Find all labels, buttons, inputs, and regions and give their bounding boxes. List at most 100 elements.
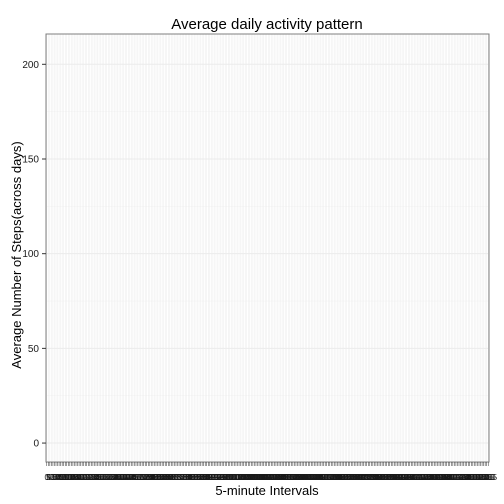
x-tick-label: 120 xyxy=(65,473,79,482)
x-tick-label: 1125 xyxy=(249,473,267,482)
x-tick-label: 645 xyxy=(165,473,179,482)
x-tick-label: 1310 xyxy=(281,473,299,482)
x-tick-label: 2335 xyxy=(473,473,491,482)
x-tick-label: 2355 xyxy=(479,473,497,482)
x-tick-label: 630 xyxy=(160,473,174,482)
x-tick-label: 325 xyxy=(103,473,117,482)
x-tick-label: 405 xyxy=(115,473,129,482)
x-tick-label: 835 xyxy=(199,473,213,482)
x-tick-label: 1720 xyxy=(358,473,376,482)
x-tick-label: 1240 xyxy=(272,473,290,482)
x-tick-label: 1305 xyxy=(279,473,297,482)
x-tick-label: 930 xyxy=(215,473,229,482)
y-tick-label: 150 xyxy=(22,154,39,165)
x-tick-label: 2200 xyxy=(444,473,462,482)
x-tick-label: 105 xyxy=(60,473,74,482)
x-tick-label: 2150 xyxy=(441,473,459,482)
x-tick-label: 425 xyxy=(122,473,136,482)
x-tick-label: 10 xyxy=(45,473,54,482)
x-tick-label: 210 xyxy=(80,473,94,482)
x-tick-label: 2250 xyxy=(459,473,477,482)
x-tick-label: 1655 xyxy=(350,473,368,482)
y-tick-label: 50 xyxy=(28,344,40,355)
x-tick-label: 625 xyxy=(159,473,173,482)
x-tick-label: 910 xyxy=(209,473,223,482)
x-tick-label: 2245 xyxy=(458,473,476,482)
x-gridlines xyxy=(46,34,489,462)
x-tick-label: 1105 xyxy=(243,473,261,482)
x-tick-label: 600 xyxy=(151,473,165,482)
x-tick-label: 1450 xyxy=(312,473,330,482)
x-tick-label: 955 xyxy=(223,473,237,482)
x-tick-label: 15 xyxy=(47,473,56,482)
x-tick-label: 435 xyxy=(125,473,139,482)
x-tick-label: 605 xyxy=(152,473,166,482)
x-tick-label: 1635 xyxy=(344,473,362,482)
x-tick-label: 1030 xyxy=(232,473,250,482)
x-tick-label: 1255 xyxy=(276,473,294,482)
x-tick-label: 935 xyxy=(217,473,231,482)
x-tick-label: 250 xyxy=(92,473,106,482)
x-tick-label: 850 xyxy=(203,473,217,482)
x-tick-label: 340 xyxy=(108,473,122,482)
x-tick-label: 820 xyxy=(194,473,208,482)
x-tick-label: 2300 xyxy=(462,473,480,482)
x-tick-label: 655 xyxy=(168,473,182,482)
chart-title: Average daily activity pattern xyxy=(171,16,363,33)
x-tick-label: 1530 xyxy=(324,473,342,482)
x-tick-label: 2025 xyxy=(415,473,433,482)
x-tick-label: 2325 xyxy=(470,473,488,482)
x-tick-label: 800 xyxy=(188,473,202,482)
x-tick-label: 535 xyxy=(143,473,157,482)
x-tick-label: 1130 xyxy=(250,473,268,482)
x-tick-label: 35 xyxy=(53,473,62,482)
x-tick-label: 2125 xyxy=(433,473,451,482)
x-tick-label: 1440 xyxy=(309,473,327,482)
x-tick-label: 20 xyxy=(48,473,57,482)
x-tick-label: 2240 xyxy=(456,473,474,482)
x-tick-label: 755 xyxy=(186,473,200,482)
x-tick-label: 1920 xyxy=(395,473,413,482)
x-tick-label: 1700 xyxy=(352,473,370,482)
x-tick-label: 145 xyxy=(72,473,86,482)
x-tick-label: 2035 xyxy=(418,473,436,482)
x-tick-label: 500 xyxy=(132,473,146,482)
x-tick-label: 1545 xyxy=(329,473,347,482)
x-tick-label: 805 xyxy=(189,473,203,482)
x-tick-label: 2225 xyxy=(452,473,470,482)
x-tick-label: 735 xyxy=(180,473,194,482)
x-tick-label: 2235 xyxy=(455,473,473,482)
y-tick-label: 0 xyxy=(33,439,39,450)
x-axis-title: 5-minute Intervals xyxy=(215,483,319,498)
x-tick-label: 1715 xyxy=(356,473,374,482)
x-tick-label: 335 xyxy=(106,473,120,482)
x-tick-label: 1610 xyxy=(336,473,354,482)
x-tick-label: 2345 xyxy=(476,473,494,482)
x-tick-label: 550 xyxy=(148,473,162,482)
x-tick-label: 1115 xyxy=(246,473,263,482)
x-tick-label: 1550 xyxy=(330,473,348,482)
x-tick-label: 2115 xyxy=(430,473,448,482)
x-tick-label: 1630 xyxy=(342,473,360,482)
x-tick-label: 1900 xyxy=(389,473,407,482)
x-tick-label: 1945 xyxy=(402,473,420,482)
x-tick-label: 1150 xyxy=(257,473,275,482)
x-tick-label: 650 xyxy=(166,473,180,482)
x-tick-label: 545 xyxy=(146,473,160,482)
x-tick-label: 1145 xyxy=(255,473,273,482)
x-tick-label: 1330 xyxy=(287,473,305,482)
y-axis: 0 50 100 150 200 xyxy=(22,60,46,450)
x-tick-label: 2155 xyxy=(442,473,460,482)
x-tick-label: 1555 xyxy=(332,473,350,482)
x-tick-label: 635 xyxy=(162,473,176,482)
x-tick-label: 1055 xyxy=(239,473,257,482)
x-tick-label: 1110 xyxy=(245,473,262,482)
x-tick-label: 950 xyxy=(222,473,236,482)
x-tick-label: 830 xyxy=(197,473,211,482)
x-tick-label: 1905 xyxy=(390,473,408,482)
x-tick-label: 925 xyxy=(214,473,228,482)
x-tick-label: 540 xyxy=(145,473,159,482)
x-tick-label: 2310 xyxy=(465,473,483,482)
x-tick-label: 2140 xyxy=(438,473,456,482)
x-tick-label: 1215 xyxy=(264,473,282,482)
